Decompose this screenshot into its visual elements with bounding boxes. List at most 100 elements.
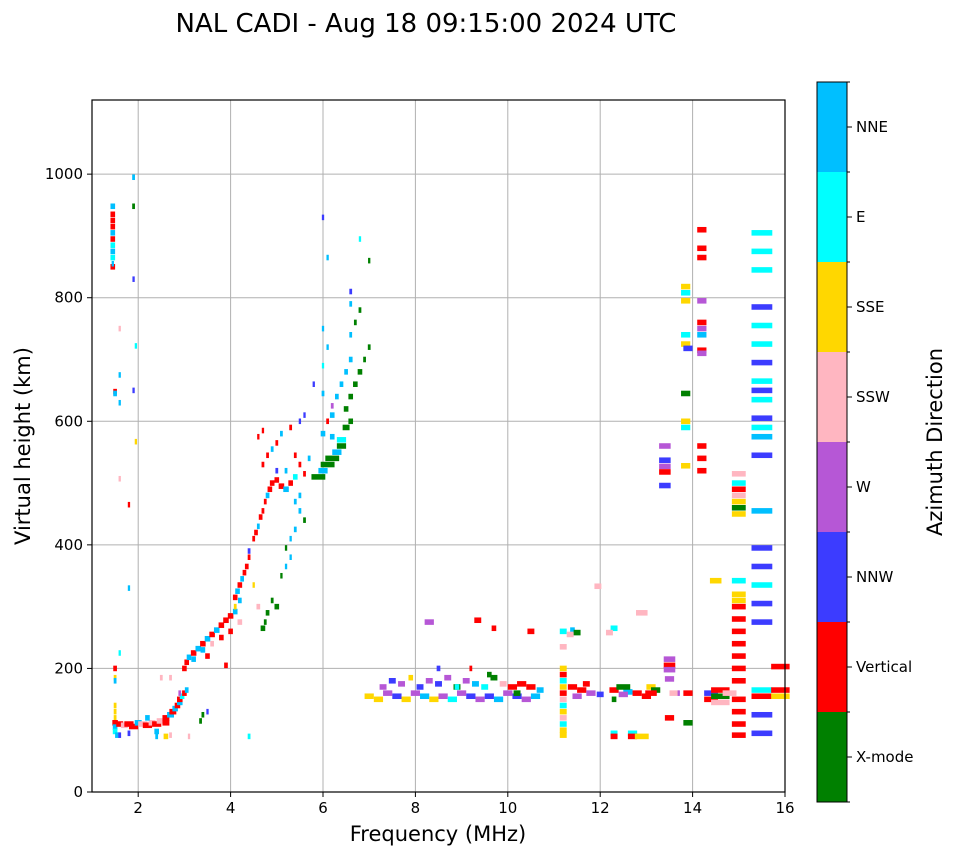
echo-point xyxy=(731,732,746,738)
colorbar-tick-label: Vertical xyxy=(856,658,912,676)
echo-point xyxy=(169,732,172,738)
echo-point xyxy=(646,684,656,690)
echo-point xyxy=(503,690,513,696)
echo-point xyxy=(751,711,773,718)
echo-point xyxy=(190,650,197,656)
echo-point xyxy=(298,492,302,499)
echo-point xyxy=(681,418,691,425)
echo-point xyxy=(659,457,671,463)
echo-point xyxy=(401,696,411,703)
echo-point xyxy=(771,663,790,670)
echo-point xyxy=(751,563,773,570)
echo-point xyxy=(493,696,504,703)
echo-point xyxy=(312,381,315,387)
echo-point xyxy=(711,699,730,706)
colorbar: X-mode Vertical NNW W SSW SSE E NNE xyxy=(816,81,913,803)
echo-point xyxy=(731,505,746,511)
echo-point xyxy=(751,341,773,347)
echo-point xyxy=(731,486,746,493)
echo-point xyxy=(398,681,406,687)
echo-point xyxy=(559,721,567,727)
echo-point xyxy=(559,696,567,703)
echo-point xyxy=(261,461,265,468)
echo-point xyxy=(559,671,567,678)
echo-point xyxy=(112,728,118,735)
echo-point xyxy=(681,390,691,397)
echo-point xyxy=(128,723,139,730)
echo-point xyxy=(596,691,604,698)
echo-point xyxy=(447,696,457,703)
echo-point xyxy=(110,248,116,255)
echo-point xyxy=(681,289,691,296)
echo-point xyxy=(731,511,746,517)
echo-point xyxy=(113,665,117,672)
echo-point xyxy=(134,438,138,445)
echo-point xyxy=(559,702,567,709)
colorbar-segment xyxy=(817,352,847,442)
echo-point xyxy=(663,662,676,669)
echo-point xyxy=(559,665,567,672)
echo-point xyxy=(232,608,238,615)
echo-point xyxy=(210,640,214,647)
echo-point xyxy=(113,702,117,709)
echo-point xyxy=(326,344,329,350)
echo-point xyxy=(559,708,567,715)
echo-point xyxy=(113,708,117,715)
echo-point xyxy=(293,452,297,459)
echo-point xyxy=(751,508,773,514)
echo-point xyxy=(681,332,691,338)
echo-point xyxy=(659,443,671,449)
echo-point xyxy=(651,687,661,693)
echo-point xyxy=(111,260,114,267)
chart-title: NAL CADI - Aug 18 09:15:00 2024 UTC xyxy=(176,9,677,39)
echo-point xyxy=(195,645,202,652)
echo-point xyxy=(751,230,773,236)
colorbar-segment xyxy=(817,622,847,712)
echo-point xyxy=(342,424,350,431)
echo-point xyxy=(559,678,567,684)
echo-point xyxy=(659,482,671,489)
echo-point xyxy=(182,665,187,672)
echo-point xyxy=(298,508,302,514)
colorbar-segment xyxy=(817,532,847,622)
echo-point xyxy=(610,730,618,737)
y-axis-ticks: 0 200 400 600 800 1000 xyxy=(45,165,92,801)
echo-point xyxy=(284,467,288,474)
echo-point xyxy=(669,690,679,696)
echo-point xyxy=(731,708,746,715)
echo-point xyxy=(330,403,334,409)
colorbar-tick-label: W xyxy=(856,478,871,496)
echo-point xyxy=(184,659,190,666)
echo-point xyxy=(358,236,362,242)
echo-point xyxy=(731,665,746,672)
echo-point xyxy=(627,733,638,740)
echo-point xyxy=(711,693,730,700)
echo-point xyxy=(256,523,260,530)
echo-point xyxy=(425,678,433,684)
echo-point xyxy=(582,681,590,687)
echo-point xyxy=(392,693,402,700)
echo-point xyxy=(454,684,460,690)
echo-point xyxy=(118,475,121,482)
echo-point xyxy=(683,345,693,352)
echo-point xyxy=(242,569,247,576)
echo-point xyxy=(332,449,342,455)
plot-frame xyxy=(91,99,786,793)
echo-point xyxy=(263,619,267,625)
y-tick-label: 800 xyxy=(54,289,83,307)
echo-point xyxy=(490,674,498,681)
echo-point xyxy=(731,628,746,635)
echo-point xyxy=(235,588,240,594)
echo-point xyxy=(265,610,270,616)
echo-point xyxy=(731,721,746,727)
echo-point xyxy=(209,631,215,638)
echo-point xyxy=(178,690,182,696)
echo-point xyxy=(559,690,567,696)
echo-point xyxy=(298,461,302,468)
x-tick-label: 2 xyxy=(133,799,143,817)
echo-point xyxy=(326,418,330,425)
colorbar-tick-label: X-mode xyxy=(856,748,913,766)
echo-point xyxy=(191,656,196,662)
echo-point xyxy=(704,696,719,703)
echo-point xyxy=(466,693,476,700)
